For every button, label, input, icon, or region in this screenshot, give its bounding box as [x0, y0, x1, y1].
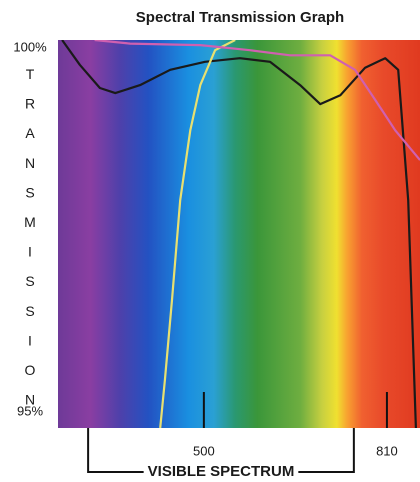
series-line: [94, 40, 420, 161]
annotation-bracket-right: [298, 428, 355, 473]
spectrum-background: [58, 40, 420, 428]
y-tick-label: 100%: [13, 39, 47, 54]
annotation-label: VISIBLE SPECTRUM: [148, 463, 295, 480]
y-tick-label: 95%: [17, 403, 43, 418]
x-tick-label: 810: [376, 443, 398, 458]
x-tick-label: 500: [193, 443, 215, 458]
curves: [61, 40, 420, 428]
chart-title: Spectral Transmission Graph: [136, 9, 344, 26]
annotation-bracket-left: [87, 428, 144, 473]
series-line: [61, 40, 417, 428]
series-line: [159, 40, 236, 428]
y-axis-label: TRANSMISSION: [22, 66, 38, 422]
